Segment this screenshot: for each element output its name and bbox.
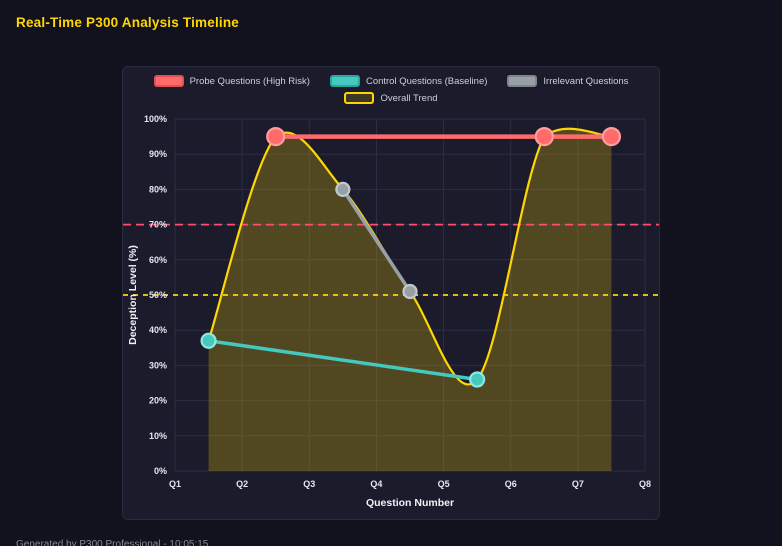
y-tick-label: 10% <box>149 431 167 441</box>
legend-swatch-icon <box>329 75 360 87</box>
y-tick-label: 30% <box>149 360 167 370</box>
footer-note: Generated by P300 Professional - 10:05:1… <box>16 539 209 546</box>
x-tick-label: Q5 <box>438 479 450 489</box>
data-point[interactable] <box>335 181 351 198</box>
y-tick-label: 60% <box>149 255 167 265</box>
y-tick-label: 40% <box>149 325 167 335</box>
legend-label: Probe Questions (High Risk) <box>189 75 310 87</box>
y-tick-label: 0% <box>154 466 167 476</box>
legend-item-2[interactable]: Irrelevant Questions <box>507 75 628 87</box>
legend-swatch-icon <box>507 75 538 87</box>
legend-item-1[interactable]: Control Questions (Baseline) <box>329 75 488 87</box>
y-tick-label: 90% <box>149 149 167 159</box>
chart-canvas[interactable]: 0% 10% 20% 30% 40% 50% 60% 70% 80% 90% 100% Q1 Q2 Q3 Q… <box>123 109 660 515</box>
data-point[interactable] <box>534 127 554 147</box>
data-point[interactable] <box>402 283 418 300</box>
x-tick-label: Q2 <box>236 479 248 489</box>
legend-label: Overall Trend <box>380 92 438 104</box>
chart-legend: Probe Questions (High Risk) Control Quest… <box>123 67 659 109</box>
data-point[interactable] <box>601 127 622 147</box>
legend-label: Irrelevant Questions <box>543 75 629 87</box>
legend-item-3[interactable]: Overall Trend <box>344 92 438 104</box>
x-tick-label: Q1 <box>169 479 181 489</box>
y-tick-label: 70% <box>149 220 167 230</box>
legend-swatch-icon <box>153 75 184 87</box>
x-tick-label: Q8 <box>639 479 651 489</box>
y-tick-label: 50% <box>149 290 167 300</box>
y-tick-label: 100% <box>144 114 167 124</box>
y-axis-title: Deception Level (%) <box>127 245 139 345</box>
data-point[interactable] <box>469 371 486 388</box>
x-tick-label: Q3 <box>303 479 315 489</box>
legend-row: Probe Questions (High Risk) Control Quest… <box>153 75 628 87</box>
series-line-1[interactable] <box>206 339 479 382</box>
x-tick-label: Q4 <box>370 479 382 489</box>
trend-area-fill <box>208 128 612 471</box>
series-line-2[interactable] <box>341 187 412 294</box>
chart-panel: Probe Questions (High Risk) Control Quest… <box>122 66 660 520</box>
legend-swatch-icon <box>344 92 375 104</box>
x-axis-title: Question Number <box>366 497 454 509</box>
x-tick-label: Q7 <box>572 479 584 489</box>
legend-label: Control Questions (Baseline) <box>365 75 488 87</box>
y-tick-label: 20% <box>149 396 167 406</box>
page-title: Real-Time P300 Analysis Timeline <box>16 15 240 30</box>
data-point[interactable] <box>200 332 217 349</box>
y-tick-label: 80% <box>149 184 167 194</box>
x-tick-label: Q6 <box>505 479 517 489</box>
data-point[interactable] <box>266 127 286 147</box>
legend-row: Overall Trend <box>344 92 438 104</box>
legend-item-0[interactable]: Probe Questions (High Risk) <box>153 75 310 87</box>
